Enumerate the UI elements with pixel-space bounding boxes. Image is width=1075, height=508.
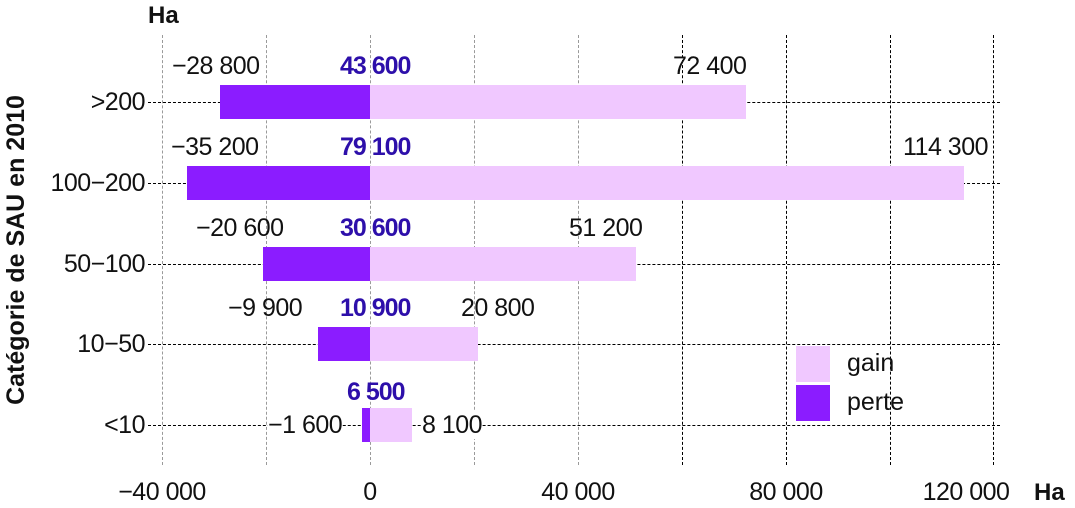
y-axis-unit: Ha: [148, 2, 179, 29]
x-tick-label: −40 000: [118, 478, 206, 506]
value-label-net: 6 500: [347, 378, 406, 406]
value-label-gain: 8 100: [422, 411, 483, 439]
value-label-perte: −20 600: [196, 214, 284, 242]
value-label-net: 10 900: [340, 294, 411, 322]
value-label-gain: 72 400: [673, 52, 747, 80]
value-label-gain: 20 800: [461, 294, 535, 322]
gridline-v: [786, 35, 787, 465]
value-label-perte: −1 600: [268, 411, 343, 439]
x-tick-label: 0: [363, 478, 377, 506]
legend-label-gain: gain: [847, 349, 895, 377]
legend-label-perte: perte: [847, 388, 904, 416]
bar-gain: [370, 247, 636, 281]
value-label-perte: −9 900: [228, 294, 303, 322]
value-label-net: 79 100: [340, 133, 411, 161]
gridline-v: [890, 35, 891, 465]
category-label: 50−100: [63, 250, 146, 278]
bar-gain: [370, 85, 746, 119]
x-tick-label: 40 000: [541, 478, 615, 506]
bar-perte: [318, 327, 370, 361]
category-label: 10−50: [77, 330, 145, 358]
gridline-v: [993, 35, 994, 465]
bar-gain: [370, 166, 964, 200]
value-label-perte: −35 200: [171, 133, 259, 161]
legend-swatch-perte: [796, 385, 830, 421]
legend-swatch-gain: [796, 346, 830, 382]
bar-perte: [187, 166, 370, 200]
value-label-gain: 51 200: [569, 214, 643, 242]
category-label: >200: [90, 88, 146, 116]
bar-perte: [263, 247, 370, 281]
gridline-v: [162, 35, 163, 465]
category-label: 100−200: [50, 169, 145, 197]
value-label-gain: 114 300: [903, 133, 989, 161]
x-axis-unit: Ha: [1034, 479, 1065, 506]
value-label-perte: −28 800: [172, 52, 260, 80]
gridline-h: [148, 344, 1000, 345]
bar-perte: [362, 408, 370, 442]
x-tick-label: 120 000: [922, 478, 1010, 506]
bar-perte: [220, 85, 370, 119]
bar-gain: [370, 327, 478, 361]
bar-gain: [370, 408, 412, 442]
value-label-net: 30 600: [340, 214, 411, 242]
gridline-h: [148, 425, 1000, 426]
x-tick-label: 80 000: [749, 478, 823, 506]
value-label-net: 43 600: [340, 52, 411, 80]
category-label: <10: [104, 411, 145, 439]
gridline-v: [682, 35, 683, 465]
